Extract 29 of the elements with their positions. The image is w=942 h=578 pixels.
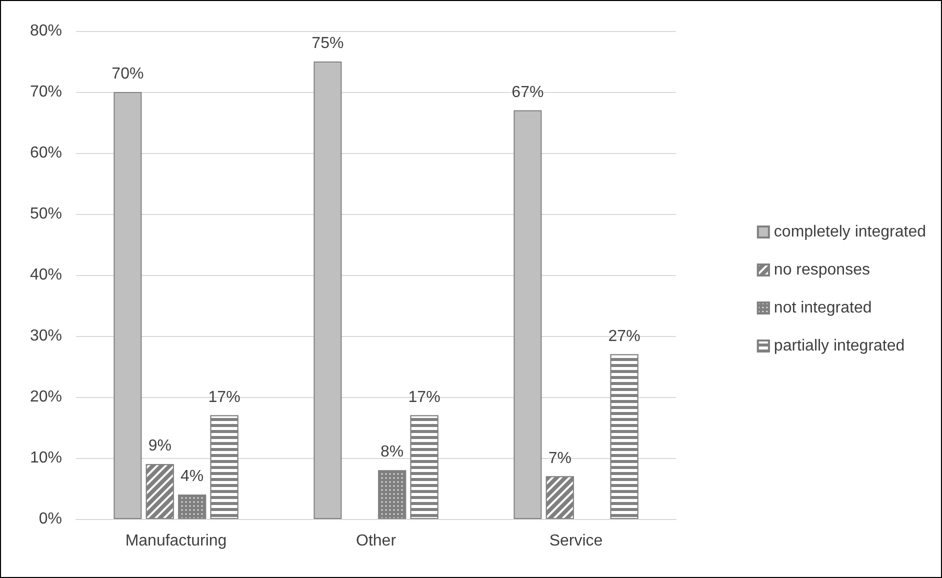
data-label: 8%	[380, 444, 404, 461]
data-label: 9%	[148, 438, 172, 455]
y-tick-label: 10%	[30, 450, 62, 466]
data-label: 17%	[208, 388, 240, 406]
legend-label: not integrated	[774, 300, 872, 316]
y-tick-label: 80%	[30, 22, 62, 40]
y-tick-label: 70%	[30, 84, 62, 100]
data-label: 70%	[112, 66, 144, 82]
data-label: 27%	[608, 328, 640, 345]
x-tick-label: Service	[549, 532, 603, 550]
y-tick-label: 50%	[30, 206, 62, 222]
bar	[314, 62, 342, 519]
data-label: 4%	[180, 468, 204, 486]
y-tick-label: 40%	[30, 266, 62, 284]
data-label: 67%	[512, 84, 544, 101]
x-tick-label: Other	[356, 532, 397, 550]
bar	[114, 92, 142, 519]
data-label: 17%	[408, 388, 440, 406]
data-label: 75%	[312, 35, 344, 52]
legend-label: no responses	[774, 262, 870, 278]
y-tick-label: 60%	[30, 144, 62, 162]
y-tick-label: 20%	[30, 388, 62, 406]
data-label: 7%	[548, 450, 572, 467]
bar	[514, 110, 542, 519]
legend-label: partially integrated	[774, 338, 905, 354]
y-tick-label: 30%	[30, 328, 62, 344]
y-tick-label: 0%	[38, 510, 62, 528]
x-tick-label: Manufacturing	[125, 532, 227, 550]
legend-label: completely integrated	[774, 224, 926, 240]
